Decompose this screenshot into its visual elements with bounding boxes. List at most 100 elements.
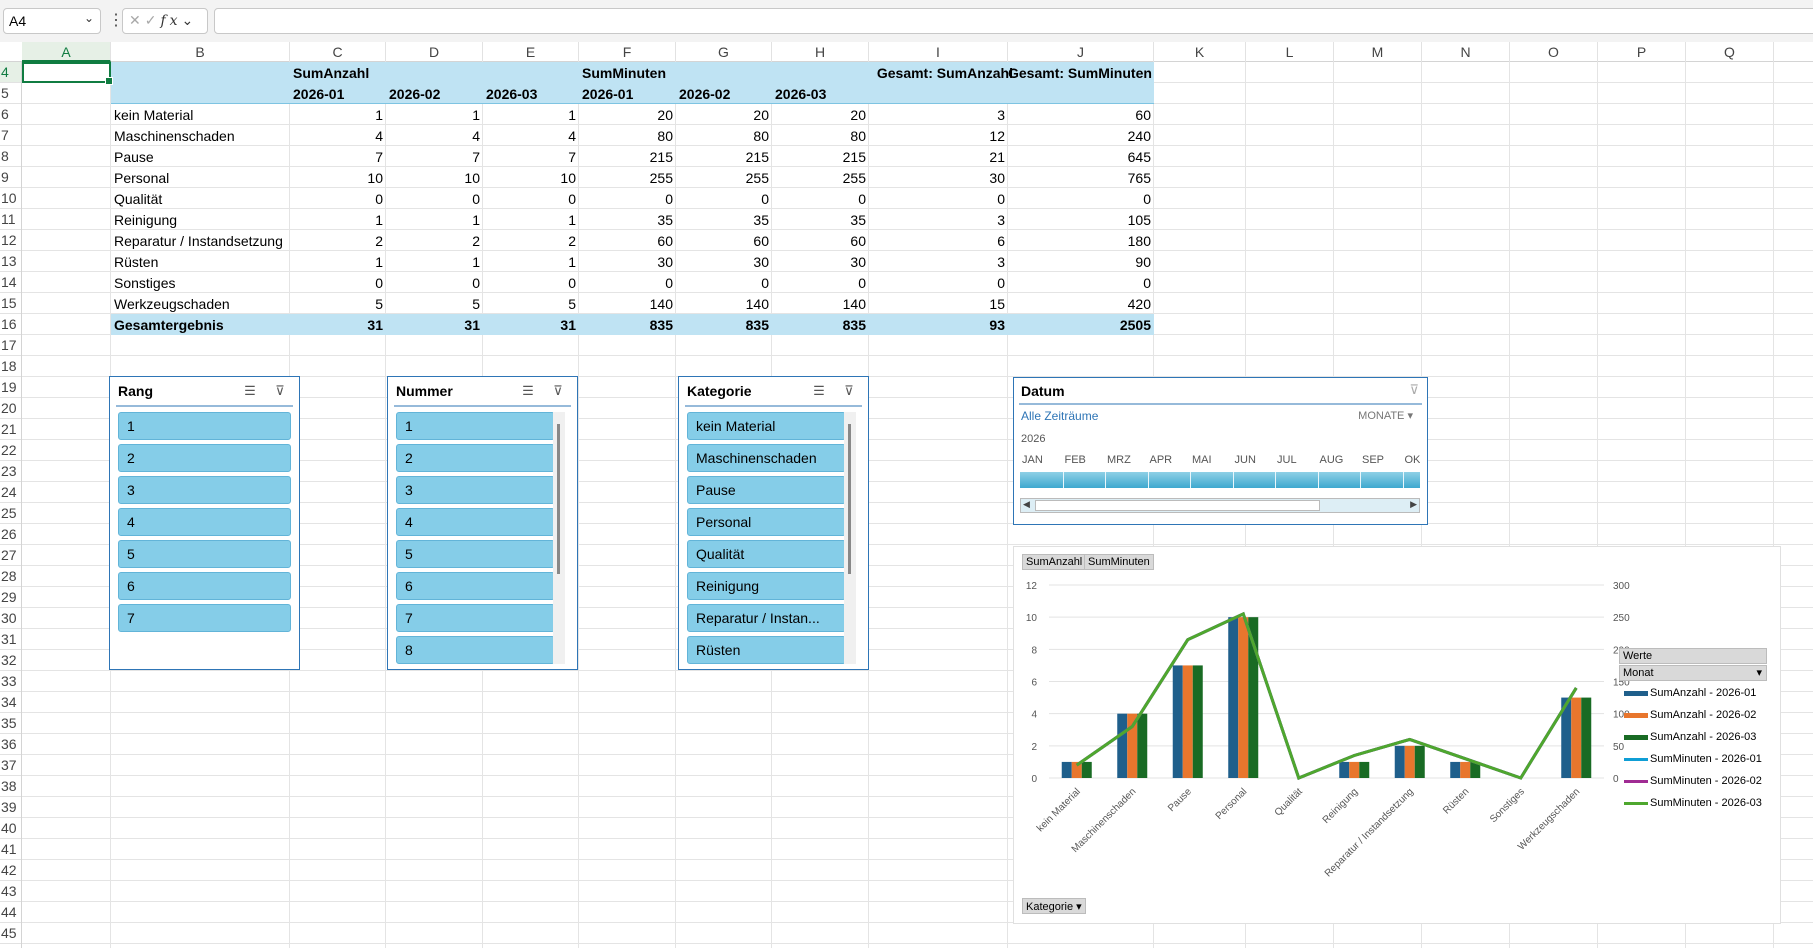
pivot-value-cell[interactable]: 10 bbox=[560, 170, 576, 186]
column-header-o[interactable]: O bbox=[1510, 42, 1598, 62]
row-header-40[interactable]: 40 bbox=[0, 818, 22, 839]
pivot-value-cell[interactable]: 1 bbox=[568, 254, 576, 270]
pivot-value-cell[interactable]: 4 bbox=[375, 128, 383, 144]
pivot-row-label[interactable]: Werkzeugschaden bbox=[114, 296, 230, 312]
column-header-h[interactable]: H bbox=[772, 42, 869, 62]
slicer-item-kategorie[interactable]: Reinigung bbox=[687, 572, 846, 600]
row-header-6[interactable]: 6 bbox=[0, 104, 22, 125]
pivot-row-label[interactable]: Reinigung bbox=[114, 212, 178, 228]
column-header-n[interactable]: N bbox=[1422, 42, 1510, 62]
legend-entry[interactable]: SumMinuten - 2026-01 bbox=[1619, 753, 1767, 775]
bar-sumanzahl-2026-02[interactable] bbox=[1571, 697, 1582, 778]
pivot-total-cell[interactable]: 31 bbox=[367, 317, 383, 333]
column-header-c[interactable]: C bbox=[290, 42, 386, 62]
pivot-total-cell[interactable]: 31 bbox=[560, 317, 576, 333]
row-header-9[interactable]: 9 bbox=[0, 167, 22, 188]
bar-sumanzahl-2026-01[interactable] bbox=[1394, 745, 1405, 778]
pivot-value-cell[interactable]: 0 bbox=[375, 275, 383, 291]
pivot-value-cell[interactable]: 5 bbox=[375, 296, 383, 312]
pivot-value-cell[interactable]: 140 bbox=[842, 296, 866, 312]
row-header-26[interactable]: 26 bbox=[0, 524, 22, 545]
bar-sumanzahl-2026-03[interactable] bbox=[1137, 713, 1148, 778]
pivot-value-cell[interactable]: 10 bbox=[464, 170, 480, 186]
pivot-value-cell[interactable]: 12 bbox=[989, 128, 1005, 144]
row-header-38[interactable]: 38 bbox=[0, 776, 22, 797]
row-header-11[interactable]: 11 bbox=[0, 209, 22, 230]
pivot-value-cell[interactable]: 255 bbox=[649, 170, 673, 186]
pivot-value-cell[interactable]: 420 bbox=[1127, 296, 1151, 312]
pivot-value-cell[interactable]: 2 bbox=[375, 233, 383, 249]
legend-entry[interactable]: SumAnzahl - 2026-03 bbox=[1619, 731, 1767, 753]
bar-sumanzahl-2026-02[interactable] bbox=[1349, 761, 1360, 778]
row-header-39[interactable]: 39 bbox=[0, 797, 22, 818]
bar-sumanzahl-2026-01[interactable] bbox=[1228, 617, 1239, 778]
pivot-value-cell[interactable]: 140 bbox=[745, 296, 769, 312]
bar-sumanzahl-2026-01[interactable] bbox=[1061, 761, 1072, 778]
pivot-value-cell[interactable]: 0 bbox=[761, 275, 769, 291]
column-header-p[interactable]: P bbox=[1598, 42, 1686, 62]
pivot-value-cell[interactable]: 105 bbox=[1127, 212, 1151, 228]
pivot-total-cell[interactable]: 835 bbox=[745, 317, 769, 333]
slicer-item-kategorie[interactable]: Pause bbox=[687, 476, 846, 504]
pivot-measure-header[interactable]: SumMinuten bbox=[582, 65, 666, 81]
multi-select-icon[interactable]: ☰ bbox=[522, 383, 534, 398]
bar-sumanzahl-2026-02[interactable] bbox=[1238, 617, 1249, 778]
row-header-14[interactable]: 14 bbox=[0, 272, 22, 293]
column-header-q[interactable]: Q bbox=[1686, 42, 1774, 62]
column-header-g[interactable]: G bbox=[676, 42, 772, 62]
pivot-value-cell[interactable]: 645 bbox=[1127, 149, 1151, 165]
row-header-42[interactable]: 42 bbox=[0, 860, 22, 881]
pivot-row-label[interactable]: Personal bbox=[114, 170, 170, 186]
field-button-werte[interactable]: Werte bbox=[1619, 648, 1767, 664]
line-summinuten-2026-03[interactable] bbox=[1075, 611, 1578, 780]
pivot-month-header[interactable]: 2026-03 bbox=[775, 86, 827, 102]
pivot-month-header[interactable]: 2026-01 bbox=[582, 86, 634, 102]
slicer-nummer[interactable]: Nummer ☰ ⊽ 1 2 3 4 5 6 7 8 bbox=[387, 376, 578, 670]
pivot-month-header[interactable]: 2026-02 bbox=[389, 86, 441, 102]
timeline-period-bar[interactable] bbox=[1020, 472, 1420, 488]
row-header-8[interactable]: 8 bbox=[0, 146, 22, 167]
row-header-34[interactable]: 34 bbox=[0, 692, 22, 713]
field-button-kategorie[interactable]: Kategorie ▾ bbox=[1022, 898, 1086, 914]
pivot-value-cell[interactable]: 3 bbox=[997, 212, 1005, 228]
slicer-item-rang[interactable]: 1 bbox=[118, 412, 291, 440]
row-header-24[interactable]: 24 bbox=[0, 482, 22, 503]
insert-function-icon[interactable]: fx bbox=[160, 13, 182, 29]
pivot-total-cell[interactable]: 93 bbox=[989, 317, 1005, 333]
column-header-l[interactable]: L bbox=[1246, 42, 1334, 62]
pivot-value-cell[interactable]: 1 bbox=[375, 107, 383, 123]
slicer-kategorie[interactable]: Kategorie ☰ ⊽ kein Material Maschinenscha… bbox=[678, 376, 869, 670]
scroll-right-icon[interactable]: ▶ bbox=[1410, 499, 1417, 509]
row-header-19[interactable]: 19 bbox=[0, 377, 22, 398]
pivot-value-cell[interactable]: 35 bbox=[657, 212, 673, 228]
pivot-value-cell[interactable]: 215 bbox=[842, 149, 866, 165]
column-header-b[interactable]: B bbox=[111, 42, 290, 62]
timeline-scroll-thumb[interactable] bbox=[1035, 500, 1320, 511]
column-header-e[interactable]: E bbox=[483, 42, 579, 62]
pivot-value-cell[interactable]: 255 bbox=[745, 170, 769, 186]
bar-sumanzahl-2026-01[interactable] bbox=[1339, 761, 1350, 778]
pivot-value-cell[interactable]: 0 bbox=[568, 275, 576, 291]
row-header-20[interactable]: 20 bbox=[0, 398, 22, 419]
name-box[interactable]: A4 ⌄ bbox=[3, 8, 101, 34]
row-header-23[interactable]: 23 bbox=[0, 461, 22, 482]
bar-sumanzahl-2026-01[interactable] bbox=[1561, 697, 1572, 778]
pivot-row-label[interactable]: kein Material bbox=[114, 107, 194, 123]
pivot-value-cell[interactable]: 1 bbox=[472, 254, 480, 270]
row-header-10[interactable]: 10 bbox=[0, 188, 22, 209]
row-header-21[interactable]: 21 bbox=[0, 419, 22, 440]
more-options-icon[interactable]: ⋮ bbox=[108, 12, 124, 29]
row-header-29[interactable]: 29 bbox=[0, 587, 22, 608]
slicer-scrollbar[interactable] bbox=[553, 412, 565, 664]
bar-sumanzahl-2026-01[interactable] bbox=[1172, 665, 1183, 778]
pivot-value-cell[interactable]: 765 bbox=[1127, 170, 1151, 186]
pivot-value-cell[interactable]: 4 bbox=[472, 128, 480, 144]
pivot-value-cell[interactable]: 35 bbox=[753, 212, 769, 228]
pivot-value-cell[interactable]: 20 bbox=[850, 107, 866, 123]
row-header-13[interactable]: 13 bbox=[0, 251, 22, 272]
pivot-value-cell[interactable]: 80 bbox=[657, 128, 673, 144]
row-header-45[interactable]: 45 bbox=[0, 923, 22, 944]
column-header-m[interactable]: M bbox=[1334, 42, 1422, 62]
column-header-a[interactable]: A bbox=[22, 42, 111, 62]
pivot-value-cell[interactable]: 1 bbox=[472, 107, 480, 123]
